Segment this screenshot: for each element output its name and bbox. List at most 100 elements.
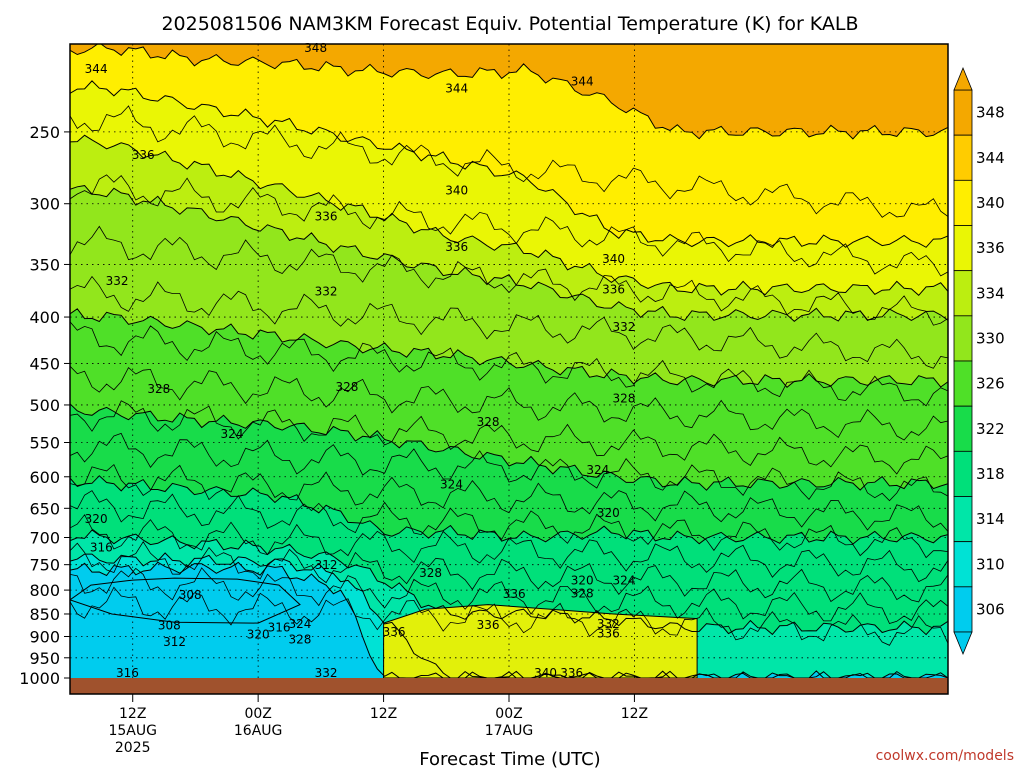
contour-line xyxy=(70,365,948,441)
contour-line xyxy=(70,490,948,559)
contour-label: 320 xyxy=(85,512,108,526)
contour-334 xyxy=(70,185,948,322)
contour-label: 344 xyxy=(445,82,468,96)
colorbar-label: 334 xyxy=(976,284,1005,302)
y-tick-label: 850 xyxy=(29,605,60,624)
colorbar-label: 314 xyxy=(976,510,1005,528)
contour-label: 324 xyxy=(288,617,311,631)
y-tick-label: 800 xyxy=(29,581,60,600)
y-tick-label: 650 xyxy=(29,499,60,518)
contour-318 xyxy=(70,529,948,636)
colorbar-label: 340 xyxy=(976,194,1005,212)
contour-label: 336 xyxy=(602,283,625,297)
colorbar-label: 318 xyxy=(976,465,1005,483)
y-tick-label: 450 xyxy=(29,354,60,373)
contour-label: 340 xyxy=(602,252,625,266)
x-tick-label: 12Z xyxy=(370,706,397,722)
colorbar-top-arrow xyxy=(953,66,973,91)
colorbar-swatch xyxy=(953,360,973,407)
plot-area xyxy=(70,44,948,678)
contour-label: 312 xyxy=(315,558,338,572)
colorbar-label: 322 xyxy=(976,420,1005,438)
y-tick-label: 550 xyxy=(29,433,60,452)
contour-label: 336 xyxy=(503,587,526,601)
x-tick-label: 16AUG xyxy=(234,723,283,739)
contour-label: 316 xyxy=(90,540,113,554)
contour-label: 324 xyxy=(221,427,244,441)
theta-e-bands xyxy=(70,44,948,678)
ground-surface xyxy=(70,678,948,694)
contour-label: 320 xyxy=(247,627,270,641)
contour-label: 320 xyxy=(597,506,620,520)
colorbar-swatch xyxy=(953,315,973,362)
y-tick-label: 1000 xyxy=(19,669,60,688)
x-tick-label: 00Z xyxy=(495,706,522,722)
contour-line xyxy=(70,514,948,583)
colorbar-swatch xyxy=(953,541,973,588)
contour-label: 332 xyxy=(315,285,338,299)
contour-label: 328 xyxy=(571,587,594,601)
contour-label: 332 xyxy=(613,320,636,334)
colorbar-bottom-arrow xyxy=(953,631,973,656)
colorbar-label: 330 xyxy=(976,329,1005,347)
colorbar-swatch xyxy=(953,496,973,543)
contour-label: 340 xyxy=(445,183,468,197)
y-tick-label: 250 xyxy=(29,123,60,142)
contour-label: 336 xyxy=(560,666,583,680)
x-tick-label: 12Z xyxy=(621,706,648,722)
contour-label: 344 xyxy=(571,75,594,89)
colorbar-swatch xyxy=(953,89,973,136)
contour-labels: 3483443443443363403363363403363323323323… xyxy=(85,41,636,680)
grid-lines xyxy=(70,44,948,678)
x-tick-label: 12Z xyxy=(119,706,146,722)
x-tick-label: 15AUG xyxy=(108,723,157,739)
y-tick-label: 600 xyxy=(29,468,60,487)
contour-label: 316 xyxy=(116,666,139,680)
contour-label: 328 xyxy=(147,382,170,396)
y-tick-label: 750 xyxy=(29,556,60,575)
y-tick-label: 350 xyxy=(29,255,60,274)
chart-title: 2025081506 NAM3KM Forecast Equiv. Potent… xyxy=(161,13,858,35)
contour-label: 340 xyxy=(534,666,557,680)
y-tick-label: 950 xyxy=(29,649,60,668)
contour-line xyxy=(70,586,948,646)
contour-label: 328 xyxy=(419,566,442,580)
contour-label: 336 xyxy=(383,625,406,639)
contour-label: 336 xyxy=(477,618,500,632)
contour-label: 320 xyxy=(571,574,594,588)
contour-line xyxy=(70,567,948,624)
y-tick-label: 300 xyxy=(29,195,60,214)
contour-label: 328 xyxy=(336,380,359,394)
y-tick-label: 700 xyxy=(29,528,60,547)
contour-label: 328 xyxy=(613,392,636,406)
x-tick-label: 2025 xyxy=(115,740,151,756)
x-tick-label: 17AUG xyxy=(485,723,534,739)
contour-line xyxy=(70,541,948,603)
colorbar-swatch xyxy=(953,405,973,452)
colorbar-label: 344 xyxy=(976,149,1005,167)
contour-label: 332 xyxy=(597,617,620,631)
y-tick-label: 400 xyxy=(29,308,60,327)
contour-label: 328 xyxy=(477,415,500,429)
contour-340 xyxy=(70,80,948,249)
y-tick-label: 900 xyxy=(29,627,60,646)
contour-label: 336 xyxy=(445,240,468,254)
colorbar-label: 336 xyxy=(976,239,1005,257)
colorbar-swatch xyxy=(953,134,973,181)
contour-label: 324 xyxy=(440,478,463,492)
contour-label: 348 xyxy=(304,41,327,55)
contour-label: 336 xyxy=(315,210,338,224)
contour-label: 336 xyxy=(597,626,620,640)
colorbar-label: 310 xyxy=(976,555,1005,573)
colorbar-swatch xyxy=(953,225,973,272)
contour-line xyxy=(70,174,948,277)
y-tick-label: 500 xyxy=(29,396,60,415)
colorbar-swatch xyxy=(953,450,973,497)
contour-line xyxy=(70,105,948,218)
band-310 xyxy=(70,562,948,678)
contour-label: 324 xyxy=(586,463,609,477)
colorbar-swatch xyxy=(953,586,973,633)
colorbar-label: 306 xyxy=(976,600,1005,618)
